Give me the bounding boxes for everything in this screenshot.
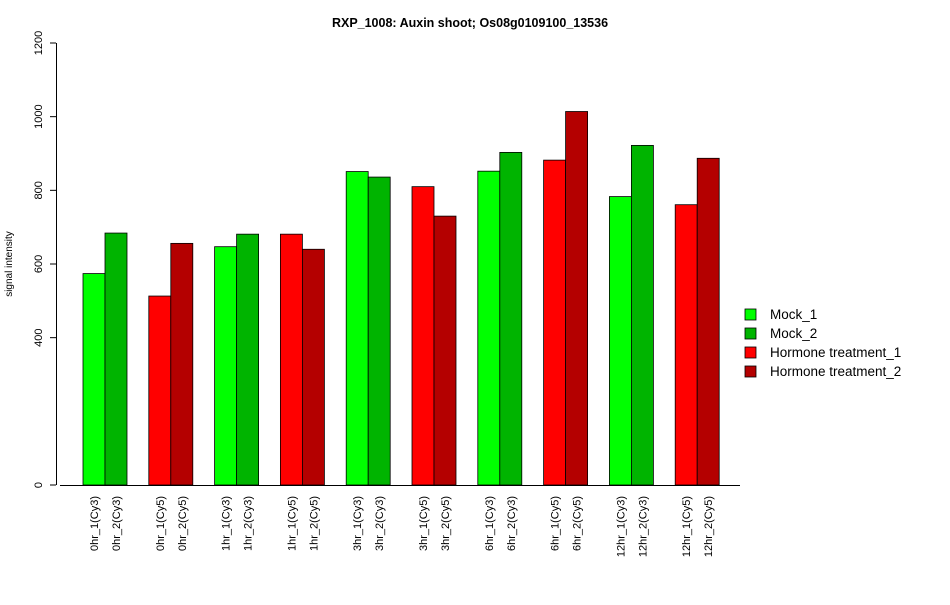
x-tick-label: 3hr_2(Cy5) [440, 496, 452, 551]
bar [214, 246, 238, 486]
bar [609, 196, 632, 486]
y-tick-label: 1000 [33, 104, 45, 128]
bar [433, 215, 457, 486]
y-tick-label: 400 [33, 328, 45, 346]
bar [499, 151, 523, 486]
legend-label: Mock_2 [770, 326, 817, 341]
bar [170, 242, 194, 486]
x-tick-label: 1hr_1(Cy3) [221, 496, 233, 551]
x-tick-labels: 0hr_1(Cy3) 0hr_2(Cy3) 0hr_1(Cy5) 0hr_2(Cy5)… [89, 496, 715, 557]
y-tick-label: 800 [33, 181, 45, 199]
bar [411, 186, 435, 486]
bar [104, 232, 128, 486]
bars-layer [82, 111, 720, 486]
y-tick-label: 600 [33, 255, 45, 273]
bar [301, 248, 325, 486]
bar [631, 144, 654, 486]
x-tick-label: 12hr_2(Cy3) [637, 496, 649, 557]
x-tick-label: 6hr_1(Cy3) [484, 496, 496, 551]
x-tick-label: 0hr_2(Cy5) [177, 496, 189, 551]
bar [148, 295, 172, 486]
bar [565, 111, 588, 486]
x-tick-label: 0hr_2(Cy3) [111, 496, 123, 551]
x-tick-label: 0hr_1(Cy5) [155, 496, 167, 551]
bar [696, 157, 720, 486]
x-tick-label: 12hr_1(Cy3) [615, 496, 627, 557]
chart-title: RXP_1008: Auxin shoot; Os08g0109100_1353… [332, 16, 608, 30]
x-tick-label: 3hr_1(Cy5) [418, 496, 430, 551]
bar [367, 176, 391, 486]
legend-label: Hormone treatment_2 [770, 364, 901, 379]
legend-swatch [744, 308, 757, 321]
legend-label: Mock_1 [770, 307, 817, 322]
legend-swatch [744, 365, 757, 378]
bar [674, 204, 698, 486]
bar [236, 233, 260, 486]
x-tick-label: 1hr_2(Cy5) [308, 496, 320, 551]
legend-swatch [744, 327, 757, 340]
x-tick-label: 6hr_2(Cy3) [506, 496, 518, 551]
x-tick-label: 3hr_1(Cy3) [352, 496, 364, 551]
x-tick-label: 6hr_2(Cy5) [572, 496, 584, 551]
x-tick-label: 12hr_1(Cy5) [681, 496, 693, 557]
bar [543, 159, 566, 486]
legend-label: Hormone treatment_1 [770, 345, 901, 360]
x-tick-label: 12hr_2(Cy5) [703, 496, 715, 557]
x-tick-label: 1hr_2(Cy3) [243, 496, 255, 551]
legend-swatch [744, 346, 757, 359]
x-tick-label: 1hr_1(Cy5) [286, 496, 298, 551]
y-axis-label: signal intensity [4, 231, 15, 297]
bar [477, 170, 501, 486]
legend: Mock_1 Mock_2 Hormone treatment_1 Hormone t… [744, 307, 901, 379]
y-axis: 0 400 600 800 1000 1200 [33, 31, 57, 488]
y-tick-label: 1200 [33, 31, 45, 55]
x-tick-label: 6hr_1(Cy5) [550, 496, 562, 551]
y-tick-label: 0 [33, 482, 45, 488]
bar [279, 233, 303, 486]
bar [82, 273, 106, 486]
bar [345, 171, 369, 486]
x-tick-label: 0hr_1(Cy3) [89, 496, 101, 551]
x-tick-label: 3hr_2(Cy3) [374, 496, 386, 551]
